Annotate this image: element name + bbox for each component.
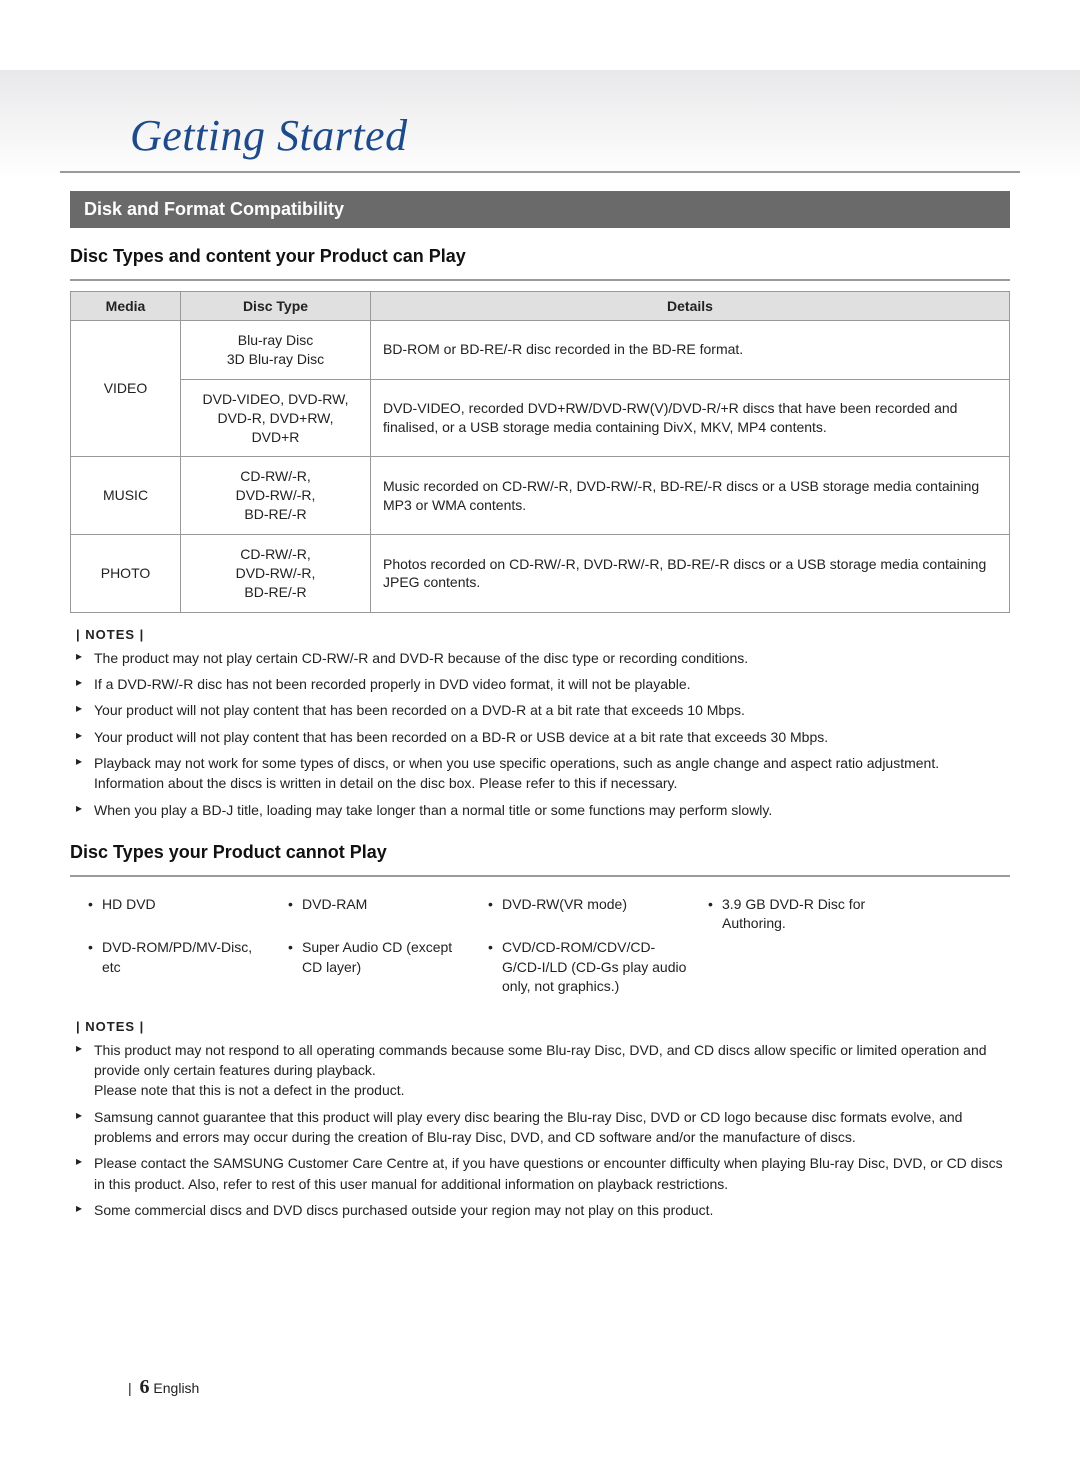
- list-item: CVD/CD-ROM/CDV/CD-G/CD-I/LD (CD-Gs play …: [488, 938, 688, 997]
- table-row: PHOTO CD-RW/-R,DVD-RW/-R,BD-RE/-R Photos…: [71, 535, 1010, 613]
- chapter-title: Getting Started: [60, 70, 1020, 173]
- cell-details: BD-ROM or BD-RE/-R disc recorded in the …: [371, 321, 1010, 380]
- subheading-can-play: Disc Types and content your Product can …: [70, 246, 1010, 271]
- page-number: 6: [140, 1376, 150, 1398]
- th-details: Details: [371, 292, 1010, 321]
- list-item: DVD-RW(VR mode): [488, 895, 688, 934]
- subheading-cannot-play: Disc Types your Product cannot Play: [70, 842, 1010, 867]
- cell-media-music: MUSIC: [71, 457, 181, 535]
- list-item: Super Audio CD (except CD layer): [288, 938, 468, 997]
- notes-list-2: This product may not respond to all oper…: [70, 1040, 1010, 1220]
- note-item: If a DVD-RW/-R disc has not been recorde…: [76, 674, 1004, 694]
- footer-language: English: [153, 1380, 199, 1396]
- cell-media-photo: PHOTO: [71, 535, 181, 613]
- note-item: Please contact the SAMSUNG Customer Care…: [76, 1153, 1004, 1194]
- page-content: Disk and Format Compatibility Disc Types…: [60, 191, 1020, 1220]
- cell-type: Blu-ray Disc3D Blu-ray Disc: [181, 321, 371, 380]
- document-page: Getting Started Disk and Format Compatib…: [0, 0, 1080, 1479]
- page-footer: | 6 English: [128, 1376, 199, 1399]
- note-item: When you play a BD-J title, loading may …: [76, 800, 1004, 820]
- cannot-play-grid: HD DVD DVD-RAM DVD-RW(VR mode) 3.9 GB DV…: [70, 887, 1010, 1003]
- note-item: Some commercial discs and DVD discs purc…: [76, 1200, 1004, 1220]
- cell-type: CD-RW/-R,DVD-RW/-R,BD-RE/-R: [181, 457, 371, 535]
- note-item: Samsung cannot guarantee that this produ…: [76, 1107, 1004, 1148]
- note-item: Your product will not play content that …: [76, 727, 1004, 747]
- note-item: The product may not play certain CD-RW/-…: [76, 648, 1004, 668]
- notes-list-1: The product may not play certain CD-RW/-…: [70, 648, 1010, 820]
- cell-details: Music recorded on CD-RW/-R, DVD-RW/-R, B…: [371, 457, 1010, 535]
- footer-pipe: |: [128, 1380, 132, 1396]
- rule: [70, 875, 1010, 877]
- compatibility-table: Media Disc Type Details VIDEO Blu-ray Di…: [70, 291, 1010, 613]
- note-item: Your product will not play content that …: [76, 700, 1004, 720]
- list-item: 3.9 GB DVD-R Disc for Authoring.: [708, 895, 928, 934]
- table-row: VIDEO Blu-ray Disc3D Blu-ray Disc BD-ROM…: [71, 321, 1010, 380]
- notes-label: | NOTES |: [76, 627, 1010, 642]
- th-disc-type: Disc Type: [181, 292, 371, 321]
- note-item: This product may not respond to all oper…: [76, 1040, 1004, 1101]
- rule: [70, 279, 1010, 281]
- section-heading-bar: Disk and Format Compatibility: [70, 191, 1010, 228]
- table-row: MUSIC CD-RW/-R,DVD-RW/-R,BD-RE/-R Music …: [71, 457, 1010, 535]
- list-item: HD DVD: [88, 895, 268, 934]
- table-row: DVD-VIDEO, DVD-RW,DVD-R, DVD+RW,DVD+R DV…: [71, 379, 1010, 457]
- cell-details: DVD-VIDEO, recorded DVD+RW/DVD-RW(V)/DVD…: [371, 379, 1010, 457]
- list-item: DVD-ROM/PD/MV-Disc, etc: [88, 938, 268, 997]
- list-item: DVD-RAM: [288, 895, 468, 934]
- th-media: Media: [71, 292, 181, 321]
- cell-type: DVD-VIDEO, DVD-RW,DVD-R, DVD+RW,DVD+R: [181, 379, 371, 457]
- cell-type: CD-RW/-R,DVD-RW/-R,BD-RE/-R: [181, 535, 371, 613]
- cell-details: Photos recorded on CD-RW/-R, DVD-RW/-R, …: [371, 535, 1010, 613]
- cell-media-video: VIDEO: [71, 321, 181, 457]
- note-item: Playback may not work for some types of …: [76, 753, 1004, 794]
- notes-label: | NOTES |: [76, 1019, 1010, 1034]
